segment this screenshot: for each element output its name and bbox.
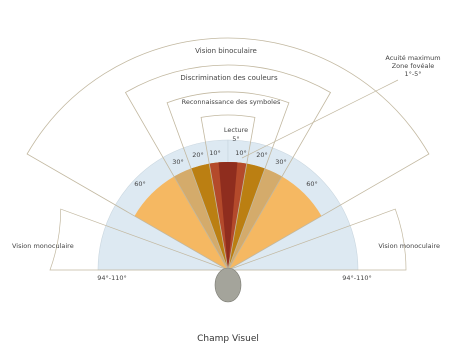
mono-right-label: Vision monoculaire xyxy=(378,242,440,250)
binocular-outline xyxy=(26,37,430,271)
colors-label: Discrimination des couleurs xyxy=(180,74,278,82)
symbols-label: Reconnaissance des symboles xyxy=(182,98,281,106)
angle-60-right: 60° xyxy=(306,180,318,188)
angle-20-left: 20° xyxy=(192,151,204,159)
reading-label: Lecture xyxy=(224,126,248,134)
angle-60-left: 60° xyxy=(134,180,146,188)
acuity-label-line3: 1°-5° xyxy=(404,70,421,78)
monocular-left-outline xyxy=(49,208,229,271)
angle-30-right: 30° xyxy=(275,158,287,166)
eye-shape xyxy=(214,267,242,303)
acuity-leader-line xyxy=(241,79,399,159)
reading-outline xyxy=(200,114,256,271)
symbol-recognition-outline xyxy=(166,91,290,272)
mono-left-label: Vision monoculaire xyxy=(12,242,74,250)
diagram-title: Champ Visuel xyxy=(197,334,259,344)
monocular-right-outline xyxy=(227,208,407,271)
angle-10-left: 10° xyxy=(209,149,221,157)
reading-angle-label: 5° xyxy=(232,135,239,143)
binocular-label: Vision binoculaire xyxy=(195,47,257,55)
mono-right-range: 94°-110° xyxy=(342,274,372,282)
angle-20-right: 20° xyxy=(256,151,268,159)
mono-left-range: 94°-110° xyxy=(97,274,127,282)
sector-5 xyxy=(218,161,238,270)
angle-10-right: 10° xyxy=(235,149,247,157)
color-discrimination-outline xyxy=(124,64,332,271)
acuity-label-line2: Zone fovéale xyxy=(392,62,435,70)
acuity-label-line1: Acuité maximum xyxy=(385,54,440,62)
angle-30-left: 30° xyxy=(172,158,184,166)
